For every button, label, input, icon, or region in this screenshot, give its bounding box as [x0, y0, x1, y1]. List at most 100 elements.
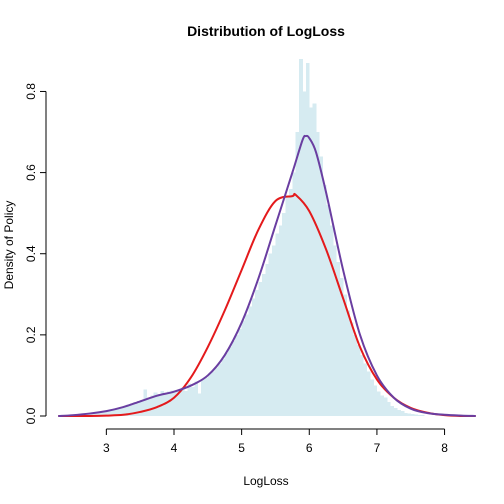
- histogram-bar: [366, 371, 371, 416]
- histogram-bar: [173, 391, 178, 416]
- histogram-bar: [373, 385, 378, 416]
- histogram-bar: [387, 401, 391, 416]
- histogram-bar: [109, 409, 114, 416]
- histogram-bar: [400, 411, 405, 416]
- histogram-bar: [336, 261, 341, 416]
- histogram-bar: [305, 63, 310, 416]
- histogram-bar: [410, 413, 415, 416]
- histogram-bar: [380, 395, 384, 416]
- histogram-bar: [231, 340, 236, 416]
- histogram-bar: [214, 367, 219, 416]
- histogram-bar: [177, 389, 182, 416]
- histogram-bar: [194, 381, 198, 416]
- histogram-bar: [126, 404, 131, 416]
- histogram-bar: [332, 245, 337, 416]
- x-tick-label: 6: [306, 441, 313, 455]
- histogram-bar: [106, 410, 111, 416]
- density-curve-purple: [58, 134, 476, 417]
- histogram-bar: [160, 390, 165, 416]
- histogram-bar: [180, 387, 185, 416]
- histogram-bar: [167, 391, 171, 416]
- histogram-bar: [383, 397, 388, 416]
- x-tick-label: 3: [103, 441, 110, 455]
- histogram-bar: [163, 393, 168, 416]
- histogram-bar: [130, 403, 134, 416]
- histogram-bar: [312, 103, 317, 416]
- histogram-bar: [403, 412, 408, 416]
- histogram-bar: [326, 205, 330, 416]
- histogram-bar: [133, 402, 138, 416]
- y-axis-label: Density of Policy: [2, 201, 16, 290]
- histogram-bar: [353, 334, 357, 416]
- histogram-bar: [319, 156, 324, 416]
- histogram-bar: [238, 328, 242, 416]
- y-axis-ticks: 0.0 0.2 0.4 0.6 0.8: [24, 83, 46, 424]
- histogram-bar: [376, 391, 381, 416]
- histogram-bar: [102, 411, 107, 416]
- histogram-bar: [356, 345, 361, 416]
- chart-title: Distribution of LogLoss: [187, 23, 345, 39]
- histogram-bar: [245, 314, 249, 416]
- histogram-bar: [92, 412, 97, 416]
- density-curves: [58, 134, 476, 418]
- histogram-bar: [146, 397, 151, 416]
- histogram-bar: [241, 320, 246, 416]
- y-tick-label: 0.2: [24, 326, 38, 343]
- histogram-bar: [234, 334, 239, 416]
- histogram-bar: [136, 400, 141, 416]
- histogram-bar: [349, 322, 354, 416]
- histogram-bar: [190, 386, 195, 416]
- histogram-bar: [197, 393, 202, 416]
- histogram-bar: [272, 245, 276, 416]
- histogram-bar: [119, 407, 124, 416]
- histogram-bar: [96, 411, 100, 416]
- x-axis-label: LogLoss: [243, 474, 288, 488]
- histogram-bar: [221, 359, 226, 416]
- histogram-bar: [170, 390, 175, 416]
- histogram-bar: [207, 373, 212, 416]
- histogram-bar: [211, 371, 215, 416]
- histogram-bar: [153, 392, 158, 416]
- histogram-bar: [204, 377, 209, 416]
- histogram-bar: [397, 409, 401, 416]
- histogram-bar: [343, 294, 347, 416]
- histogram-bar: [201, 379, 205, 416]
- histogram-bar: [302, 91, 307, 417]
- x-tick-label: 5: [238, 441, 245, 455]
- histogram-bar: [116, 407, 121, 416]
- histogram-bar: [258, 282, 263, 416]
- histogram-bar: [278, 225, 283, 416]
- histogram-bar: [255, 290, 259, 416]
- histogram-bar: [393, 407, 398, 416]
- histogram-bar: [89, 412, 94, 416]
- histogram-bar: [99, 411, 104, 416]
- histogram-bar: [285, 196, 290, 416]
- histogram-bar: [295, 132, 300, 417]
- histogram-bar: [316, 132, 320, 417]
- histogram-bar: [251, 298, 256, 416]
- histogram-bar: [370, 379, 374, 416]
- y-tick-label: 0.0: [24, 407, 38, 424]
- histogram-bar: [143, 389, 148, 416]
- histogram-bar: [123, 405, 127, 416]
- histogram-bar: [140, 399, 144, 416]
- histogram-bar: [288, 188, 293, 416]
- histogram-bars: [59, 59, 425, 417]
- histogram-bar: [261, 274, 266, 416]
- histogram-bar: [275, 233, 280, 416]
- histogram-bar: [268, 253, 273, 416]
- x-tick-label: 8: [441, 441, 448, 455]
- histogram-bar: [346, 310, 351, 416]
- histogram-bar: [265, 263, 269, 416]
- histogram-bar: [228, 347, 232, 416]
- histogram-bar: [390, 405, 395, 416]
- histogram-bar: [420, 415, 425, 416]
- histogram-bar: [184, 390, 188, 416]
- y-tick-label: 0.8: [24, 83, 38, 100]
- histogram-bar: [217, 363, 222, 416]
- histogram-bar: [299, 59, 303, 416]
- histogram-bar: [417, 414, 422, 416]
- histogram-bar: [414, 414, 418, 416]
- histogram-bar: [187, 383, 192, 416]
